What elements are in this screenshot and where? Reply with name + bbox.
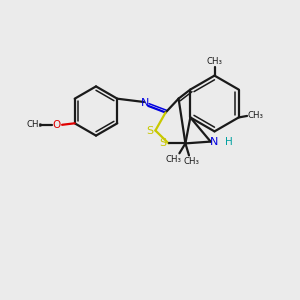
Text: N: N <box>209 136 218 147</box>
Text: S: S <box>146 125 154 136</box>
Text: CH₃: CH₃ <box>247 112 263 120</box>
Text: S: S <box>160 138 167 148</box>
Text: CH₃: CH₃ <box>206 57 223 66</box>
Text: N: N <box>141 98 150 109</box>
Text: H: H <box>225 136 233 147</box>
Text: CH₃: CH₃ <box>166 155 182 164</box>
Text: O: O <box>52 120 61 130</box>
Text: CH₃: CH₃ <box>26 120 42 129</box>
Text: CH₃: CH₃ <box>184 158 200 166</box>
